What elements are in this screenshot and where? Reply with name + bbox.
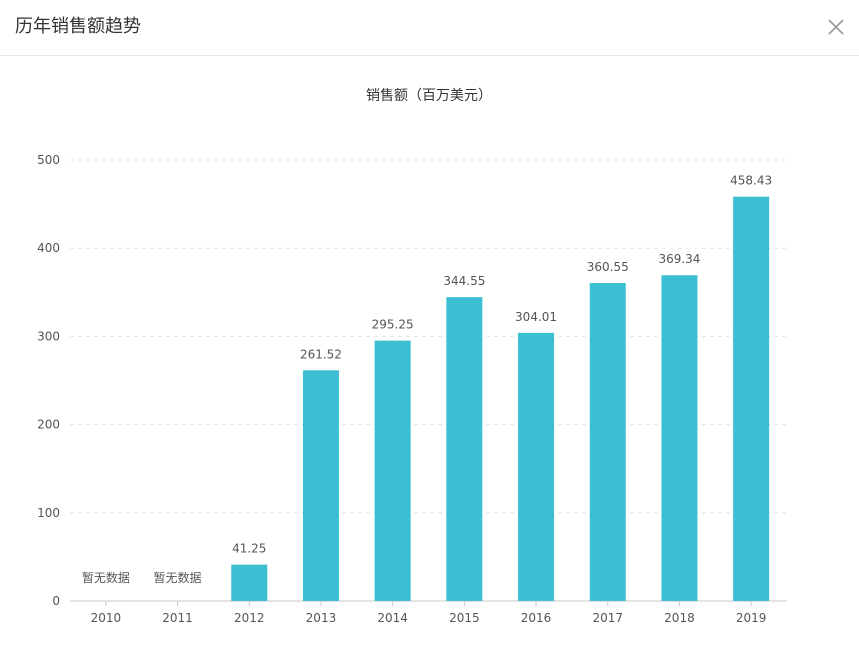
x-tick-label: 2015 (449, 611, 480, 625)
bar (733, 196, 770, 601)
close-icon (828, 19, 844, 35)
label-layer: 暂无数据 暂无数据 41.25 261.52 295.25 344.55 304.01 360… (82, 174, 772, 585)
bar (518, 332, 555, 601)
axis-layer: 0 100 200 300 400 500 2010 2011 2012 2013 2014 2015… (37, 153, 787, 625)
x-tick-label: 2013 (306, 611, 337, 625)
y-tick-label: 100 (37, 506, 60, 520)
bar-layer (231, 196, 770, 601)
x-tick-label: 2018 (664, 611, 695, 625)
bar (661, 275, 698, 601)
x-tick-label: 2010 (91, 611, 122, 625)
x-tick-label: 2019 (736, 611, 767, 625)
x-tick-label: 2012 (234, 611, 265, 625)
data-label: 458.43 (730, 174, 772, 188)
data-label: 344.55 (443, 274, 485, 288)
x-tick-label: 2014 (377, 611, 408, 625)
data-label: 369.34 (658, 252, 700, 266)
no-data-label: 暂无数据 (82, 570, 130, 585)
no-data-label: 暂无数据 (154, 570, 202, 585)
data-label: 304.01 (515, 310, 557, 324)
y-tick-label: 500 (37, 153, 60, 167)
bar (589, 282, 626, 601)
data-label: 360.55 (587, 260, 629, 274)
bar (446, 297, 483, 601)
bar-chart: 销售额（百万美元） 0 100 200 300 400 500 2010 2011 2012 20… (37, 88, 787, 625)
bar (302, 370, 339, 601)
y-tick-label: 300 (37, 329, 60, 343)
bar (231, 564, 268, 601)
y-tick-label: 200 (37, 418, 60, 432)
data-label: 295.25 (372, 318, 414, 332)
data-label: 41.25 (232, 542, 266, 556)
chart-area: 销售额（百万美元） 0 100 200 300 400 500 2010 2011 2012 20… (0, 56, 859, 662)
x-tick-label: 2011 (162, 611, 193, 625)
x-tick-label: 2017 (592, 611, 623, 625)
x-tick-label: 2016 (521, 611, 552, 625)
close-button[interactable] (825, 16, 847, 38)
bar (374, 340, 411, 601)
y-tick-label: 400 (37, 241, 60, 255)
data-label: 261.52 (300, 347, 342, 361)
dialog-header: 历年销售额趋势 (0, 0, 859, 56)
dialog-title: 历年销售额趋势 (15, 16, 141, 37)
chart-title: 销售额（百万美元） (366, 88, 492, 104)
y-tick-label: 0 (52, 594, 60, 608)
